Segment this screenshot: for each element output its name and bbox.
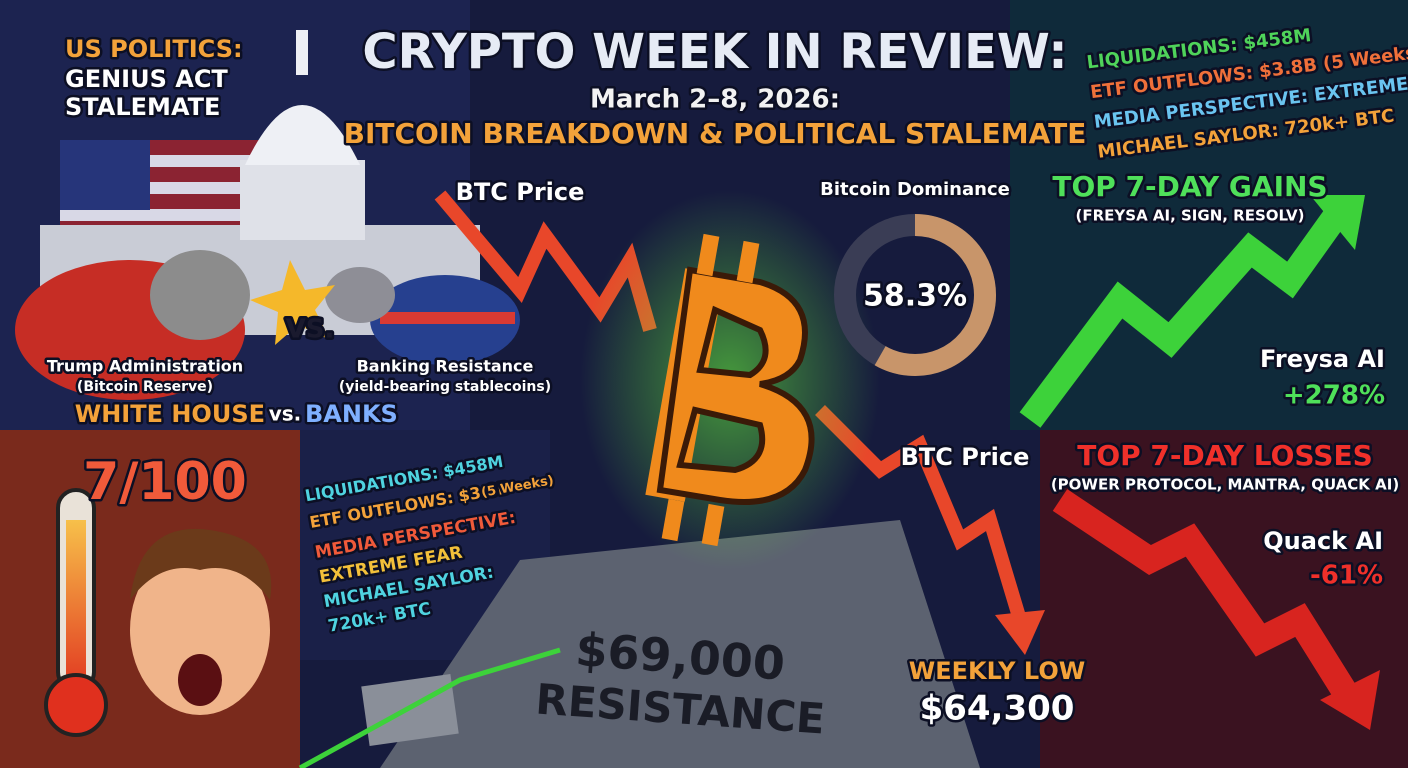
dominance-arc xyxy=(874,214,996,376)
donkey-stripe xyxy=(380,312,515,324)
flag-canton xyxy=(60,140,150,210)
b-glyph xyxy=(656,266,815,505)
gains-leader: Freysa AI xyxy=(1260,345,1385,373)
b-tick xyxy=(696,233,720,277)
cracked-ground xyxy=(380,520,980,768)
gains-title: TOP 7-DAY GAINS xyxy=(1052,170,1327,203)
btc-price-label: BTC Price xyxy=(456,178,585,206)
weekly-low-price: $64,300 xyxy=(920,689,1075,729)
banner-vs: vs. xyxy=(269,402,302,426)
versus: VS. xyxy=(286,315,335,345)
title: CRYPTO WEEK IN REVIEW: xyxy=(362,24,1067,80)
arrow-head xyxy=(1310,195,1365,250)
losses-arrow xyxy=(1052,489,1362,707)
banner-left: WHITE HOUSE xyxy=(75,400,265,428)
btc-price-arrow xyxy=(815,405,1027,623)
politics-heading: US POLITICS: xyxy=(65,35,243,63)
dominance-value: 58.3% xyxy=(863,279,967,314)
flag-stripe xyxy=(60,209,280,221)
right-note: (yield-bearing stablecoins) xyxy=(339,379,551,395)
subtitle: BITCOIN BREAKDOWN & POLITICAL STALEMATE xyxy=(344,117,1087,150)
capitol-drum xyxy=(240,160,365,240)
arrow-head xyxy=(1320,670,1380,730)
donkey-head xyxy=(325,267,395,323)
losses-change: -61% xyxy=(1310,561,1383,591)
right-party: Banking Resistance xyxy=(357,357,534,376)
weekly-low-label: WEEKLY LOW xyxy=(909,657,1085,685)
arrow-head xyxy=(995,610,1045,655)
hair xyxy=(130,528,272,600)
losses-title: TOP 7-DAY LOSSES xyxy=(1077,439,1373,472)
capitol-spire xyxy=(296,30,308,75)
losses-leader: Quack AI xyxy=(1263,527,1383,555)
politics-line: GENIUS ACT xyxy=(65,65,228,93)
bitcoin-emblem xyxy=(580,190,880,570)
clash-burst xyxy=(250,260,335,345)
scared-face xyxy=(130,545,270,715)
b-tick xyxy=(736,240,760,284)
mouth xyxy=(178,654,222,706)
losses-list: (POWER PROTOCOL, MANTRA, QUACK AI) xyxy=(1051,476,1399,494)
b-tick xyxy=(661,498,685,542)
banner-right: BANKS xyxy=(305,400,398,428)
b-tick xyxy=(701,503,725,547)
gains-change: +278% xyxy=(1283,381,1385,411)
left-note: (Bitcoin Reserve) xyxy=(77,379,213,395)
elephant-head xyxy=(150,250,250,340)
btc-price-label: BTC Price xyxy=(901,443,1030,471)
politics-line: STALEMATE xyxy=(65,93,220,121)
thermometer-bulb xyxy=(44,673,108,737)
green-trace xyxy=(298,647,561,768)
capitol-dome xyxy=(245,105,360,165)
fear-index: 7/100 xyxy=(83,452,247,512)
left-party: Trump Administration xyxy=(47,357,243,376)
gains-arrow xyxy=(1019,202,1351,428)
date: March 2–8, 2026: xyxy=(590,85,840,115)
thermometer-fill xyxy=(66,520,86,700)
dominance-label: Bitcoin Dominance xyxy=(820,179,1010,200)
gains-list: (FREYSA AI, SIGN, RESOLV) xyxy=(1076,207,1305,225)
